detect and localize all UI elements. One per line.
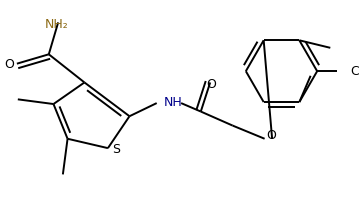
Text: NH₂: NH₂	[45, 18, 68, 31]
Text: O: O	[266, 129, 276, 141]
Text: O: O	[4, 58, 14, 71]
Text: NH: NH	[164, 96, 183, 109]
Text: Cl: Cl	[350, 65, 359, 78]
Text: S: S	[112, 143, 120, 155]
Text: O: O	[206, 78, 216, 91]
